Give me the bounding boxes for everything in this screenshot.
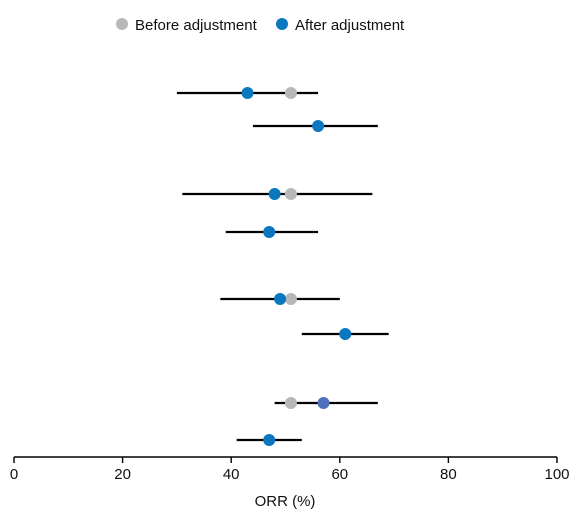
after-adjustment-point — [263, 226, 276, 238]
estimate-row — [220, 293, 340, 305]
estimate-rows — [176, 87, 389, 446]
after-adjustment-point — [317, 397, 330, 409]
legend-marker-after — [276, 18, 288, 30]
x-tick-label: 40 — [223, 466, 240, 483]
estimate-row — [182, 188, 373, 200]
after-adjustment-point — [241, 87, 254, 99]
x-axis: 0 20 40 60 80 100 — [10, 456, 570, 483]
after-adjustment-point — [268, 188, 281, 200]
before-adjustment-point — [284, 87, 297, 99]
legend-label-before: Before adjustment — [135, 17, 258, 34]
x-axis-title: ORR (%) — [255, 493, 316, 510]
estimate-row — [301, 328, 389, 340]
before-adjustment-point — [284, 188, 297, 200]
legend-label-after: After adjustment — [295, 17, 405, 34]
x-tick-label: 60 — [331, 466, 348, 483]
estimate-row — [274, 397, 378, 409]
before-adjustment-point — [284, 293, 297, 305]
after-adjustment-point — [339, 328, 352, 340]
x-tick-label: 0 — [10, 466, 18, 483]
after-adjustment-point — [274, 293, 287, 305]
x-tick-label: 20 — [114, 466, 131, 483]
estimate-row — [236, 434, 302, 446]
before-adjustment-point — [284, 397, 297, 409]
estimate-row — [225, 226, 319, 238]
legend: Before adjustment After adjustment — [116, 17, 405, 34]
legend-marker-before — [116, 18, 128, 30]
after-adjustment-point — [312, 120, 325, 132]
after-adjustment-point — [263, 434, 276, 446]
x-tick-label: 100 — [544, 466, 569, 483]
x-tick-label: 80 — [440, 466, 457, 483]
estimate-row — [252, 120, 378, 132]
estimate-row — [176, 87, 319, 99]
